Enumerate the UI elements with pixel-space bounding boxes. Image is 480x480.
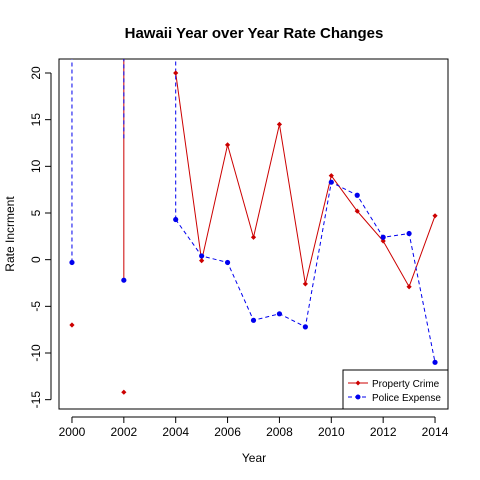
legend: Property Crime Police Expense: [342, 369, 449, 410]
property-crime-point: [432, 213, 438, 219]
legend-box: [342, 369, 449, 410]
x-tick-label: 2000: [59, 425, 86, 439]
legend-police-expense-label: Police Expense: [372, 393, 441, 404]
plot-area-border: [58, 58, 449, 410]
y-tick-label: -5: [29, 301, 43, 312]
police-expense-point: [406, 230, 412, 237]
property-crime-point: [328, 173, 334, 179]
property-crime-point: [380, 238, 386, 244]
legend-property-crime-label: Property Crime: [372, 379, 440, 390]
y-axis: -15 -10 -5 0 5 10 15 20: [29, 66, 52, 409]
y-axis-label: Rate Incrment: [3, 196, 17, 272]
police-expense-line: [175, 181, 436, 363]
x-tick-label: 2010: [318, 425, 345, 439]
legend-property-crime-marker: [355, 380, 361, 386]
property-crime-point: [302, 281, 308, 287]
x-tick-label: 2004: [162, 425, 189, 439]
police-expense-point: [380, 234, 386, 240]
property-crime-point: [406, 284, 412, 290]
property-crime-point: [69, 322, 75, 328]
y-tick-label: 15: [29, 113, 43, 127]
y-tick-label: -10: [29, 344, 43, 362]
police-expense-point: [276, 311, 283, 317]
legend-police-expense-marker: [355, 394, 361, 400]
x-tick-label: 2014: [422, 425, 449, 439]
markers-layer: [69, 70, 438, 395]
property-crime-point: [173, 70, 179, 76]
series-layer: [71, 59, 436, 363]
police-expense-point: [69, 259, 75, 266]
police-expense-point: [173, 216, 179, 223]
property-crime-point: [199, 258, 205, 264]
y-tick-label: 20: [29, 66, 43, 80]
y-tick-label: 0: [29, 256, 43, 263]
police-expense-point: [199, 253, 205, 259]
x-axis-label: Year: [242, 451, 266, 465]
chart-title: Hawaii Year over Year Rate Changes: [125, 25, 384, 42]
police-expense-point: [224, 259, 231, 266]
property-crime-point: [250, 234, 257, 240]
x-tick-label: 2006: [214, 425, 241, 439]
x-axis: 2000 2002 2004 2006 2008 2010 2012 2014: [59, 416, 449, 439]
property-crime-point: [121, 389, 127, 395]
police-expense-point: [354, 192, 360, 198]
police-expense-point: [432, 359, 438, 365]
property-crime-point: [354, 208, 360, 214]
x-tick-label: 2012: [370, 425, 397, 439]
y-tick-label: 5: [29, 209, 43, 216]
x-tick-label: 2008: [266, 425, 293, 439]
property-crime-point: [276, 121, 283, 127]
y-tick-label: 10: [29, 159, 43, 173]
y-tick-label: -15: [29, 391, 43, 409]
property-crime-point: [224, 142, 231, 148]
police-expense-point: [121, 277, 127, 283]
police-expense-point: [302, 324, 308, 330]
x-tick-label: 2002: [110, 425, 137, 439]
property-crime-line: [175, 72, 436, 288]
police-expense-point: [250, 317, 257, 323]
police-expense-point: [328, 179, 334, 185]
